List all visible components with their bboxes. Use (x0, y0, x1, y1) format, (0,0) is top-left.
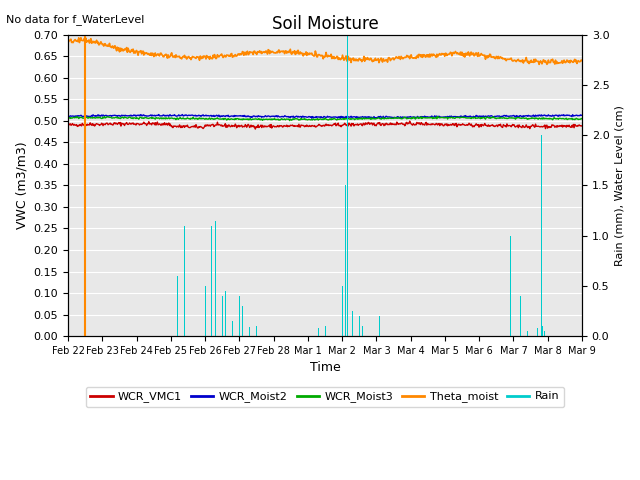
Bar (208, 246, 209, 336)
Bar (218, 216, 219, 336)
Title: Soil Moisture: Soil Moisture (271, 15, 378, 33)
Bar (516, 321, 517, 336)
Bar (228, 306, 229, 336)
X-axis label: Time: Time (310, 361, 340, 374)
Bar (225, 291, 226, 336)
Bar (215, 221, 216, 336)
Bar (211, 226, 212, 336)
Bar (222, 296, 223, 336)
Bar (527, 331, 528, 336)
Bar (520, 296, 521, 336)
Bar (232, 321, 233, 336)
Bar (239, 296, 240, 336)
Y-axis label: VWC (m3/m3): VWC (m3/m3) (15, 142, 28, 229)
Bar (347, 35, 348, 336)
Bar (263, 328, 264, 336)
Bar (311, 321, 312, 336)
Bar (354, 326, 355, 336)
Bar (362, 326, 363, 336)
Bar (507, 286, 508, 336)
Text: No data for f_WaterLevel: No data for f_WaterLevel (6, 14, 145, 25)
Bar (510, 236, 511, 336)
Bar (242, 306, 243, 336)
Bar (325, 326, 326, 336)
Bar (352, 311, 353, 336)
Text: BC_met: BC_met (0, 479, 1, 480)
Bar (514, 276, 515, 336)
Bar (359, 316, 360, 336)
Legend: WCR_VMC1, WCR_Moist2, WCR_Moist3, Theta_moist, Rain: WCR_VMC1, WCR_Moist2, WCR_Moist3, Theta_… (86, 387, 564, 407)
Bar (318, 328, 319, 336)
Bar (345, 185, 346, 336)
Bar (184, 226, 185, 336)
Bar (249, 327, 250, 336)
Bar (542, 326, 543, 336)
Y-axis label: Rain (mm), Water Level (cm): Rain (mm), Water Level (cm) (615, 105, 625, 266)
Bar (177, 276, 178, 336)
Bar (342, 286, 343, 336)
